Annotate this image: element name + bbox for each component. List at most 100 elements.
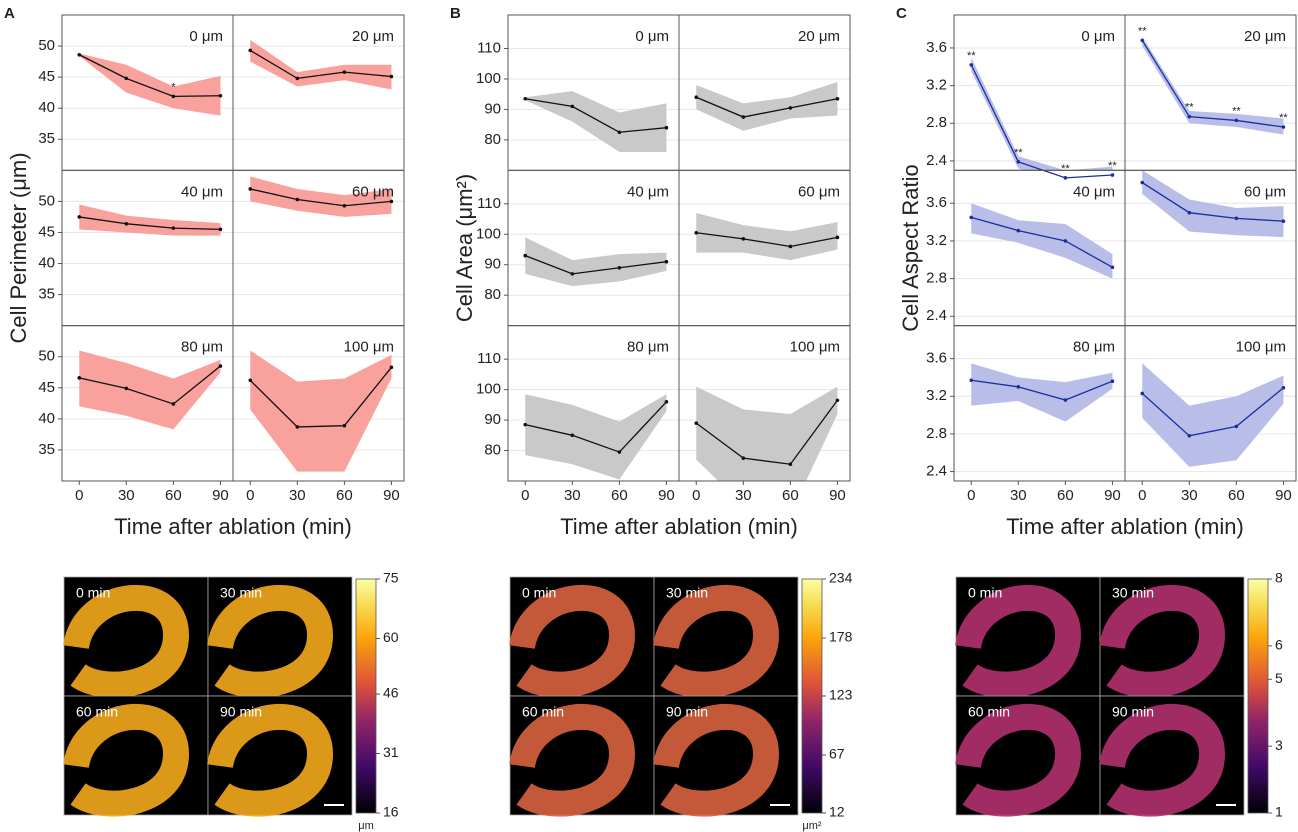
colorbar	[801, 578, 823, 814]
data-point	[295, 425, 300, 429]
y-tick-label: 2.8	[926, 114, 947, 131]
tissue	[509, 703, 636, 817]
subplot-frame	[678, 325, 851, 482]
data-point	[1281, 385, 1286, 390]
subplot: 40 μm 2.4 2.8 3.2 3.6	[926, 169, 1126, 327]
subplot-title: 0 μm	[635, 28, 669, 45]
x-tick-label: 90	[1104, 487, 1121, 504]
data-point	[523, 422, 528, 427]
y-tick-label: 40	[38, 99, 55, 116]
x-tick-label: 90	[658, 487, 675, 504]
y-tick-label: 50	[38, 192, 55, 209]
x-axis-label: Time after ablation (min)	[1006, 514, 1244, 539]
confidence-band	[525, 91, 667, 153]
data-point	[741, 456, 746, 460]
data-point	[248, 48, 253, 53]
data-point	[389, 365, 394, 370]
x-tick-label: 0	[967, 487, 975, 504]
panel-label: A	[4, 5, 15, 22]
mean-line	[79, 216, 221, 231]
y-tick-label: 80	[484, 131, 501, 148]
confidence-band	[525, 237, 667, 287]
data-point	[248, 187, 253, 191]
data-point	[1110, 265, 1115, 270]
time-label: 30 min	[220, 585, 262, 601]
mean-line	[696, 96, 838, 118]
data-point	[1140, 180, 1145, 185]
data-point	[171, 402, 176, 406]
confidence-band	[250, 176, 392, 217]
subplot-title: 40 μm	[1073, 183, 1115, 200]
time-label: 90 min	[220, 704, 262, 720]
time-label: 90 min	[1112, 704, 1154, 720]
data-point	[248, 378, 253, 383]
time-label: 30 min	[666, 585, 708, 601]
data-point	[1187, 434, 1192, 438]
panel: B Cell Area (μm²) Time after ablation (min…	[450, 5, 853, 832]
significance-marker: **	[1061, 163, 1070, 175]
subplot-title: 80 μm	[181, 339, 223, 356]
data-point	[570, 433, 575, 438]
confidence-band	[1142, 170, 1284, 238]
subplot: * 0 μm 35 40 45 50	[38, 14, 234, 171]
significance-marker: **	[1185, 102, 1194, 114]
image-panel: 0 min 30 min 60 min 90 min 12 67 123 178 234 μm²	[509, 570, 853, 832]
colorbar-tick-label: 60	[383, 629, 399, 645]
mean-line	[525, 255, 667, 275]
y-tick-label: 100	[476, 381, 501, 398]
confidence-band	[696, 212, 838, 261]
data-point	[664, 259, 669, 264]
significance-marker: **	[1232, 105, 1241, 117]
time-label: 30 min	[1112, 585, 1154, 601]
data-point	[295, 197, 300, 202]
y-tick-label: 80	[484, 286, 501, 303]
subplot: ** ** ** ** 0 μm 2.4 2.8 3.2 3.6	[926, 14, 1126, 180]
data-point	[342, 70, 347, 74]
colorbar-tick-label: 5	[1275, 670, 1283, 686]
data-point	[969, 63, 974, 67]
data-point	[1234, 424, 1239, 429]
x-tick-label: 0	[75, 487, 83, 504]
data-point	[124, 76, 129, 81]
data-point	[741, 115, 746, 119]
data-point	[218, 364, 223, 368]
x-tick-label: 90	[829, 487, 846, 504]
subplot-title: 60 μm	[352, 183, 394, 200]
x-tick-label: 60	[1228, 487, 1245, 504]
y-tick-label: 90	[484, 411, 501, 428]
significance-marker: **	[1279, 112, 1288, 124]
data-point	[218, 93, 223, 98]
subplot-title: 100 μm	[344, 339, 394, 356]
significance-marker: **	[1108, 160, 1117, 172]
data-point	[664, 400, 669, 404]
significance-marker: *	[171, 81, 176, 93]
y-tick-label: 3.2	[926, 387, 947, 404]
subplot-title: 80 μm	[627, 339, 669, 356]
y-axis-label: Cell Perimeter (μm)	[6, 152, 31, 343]
mean-line	[249, 49, 392, 80]
y-tick-label: 80	[484, 442, 501, 459]
data-point	[1281, 219, 1286, 223]
x-tick-label: 0	[692, 487, 700, 504]
x-tick-label: 60	[782, 487, 799, 504]
confidence-band	[1142, 363, 1284, 467]
data-point	[523, 96, 528, 101]
subplot-title: 20 μm	[1244, 28, 1286, 45]
subplot: 100 μm 0 30 60 90	[232, 325, 405, 504]
colorbar-unit: μm	[358, 820, 374, 832]
subplot: 100 μm 0 30 60 90	[678, 325, 851, 504]
subplot-title: 100 μm	[790, 339, 840, 356]
confidence-band	[79, 53, 221, 116]
mean-line	[695, 399, 838, 465]
y-tick-label: 100	[476, 225, 501, 242]
x-tick-label: 90	[383, 487, 400, 504]
data-point	[694, 95, 699, 100]
colorbar-tick-label: 1	[1275, 804, 1283, 820]
mean-line	[696, 232, 838, 248]
time-label: 60 min	[522, 704, 564, 720]
time-label: 0 min	[522, 585, 556, 601]
y-tick-label: 110	[477, 350, 501, 367]
subplot-title: 100 μm	[1236, 339, 1286, 356]
panel-label: C	[896, 5, 907, 22]
